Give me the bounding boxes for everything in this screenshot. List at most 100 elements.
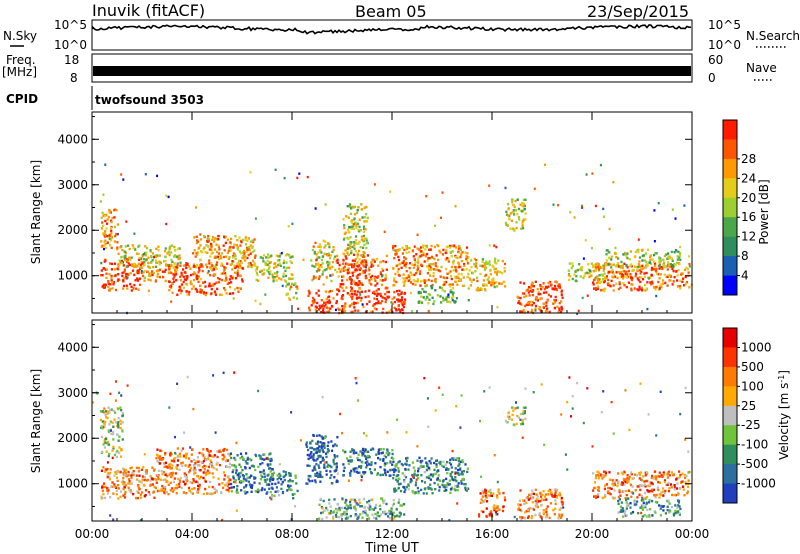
data-cell <box>207 234 210 238</box>
data-cell <box>198 269 201 272</box>
data-cell <box>538 307 541 310</box>
data-cell <box>546 299 550 302</box>
data-cell <box>521 499 525 502</box>
data-cell <box>382 459 385 462</box>
data-cell <box>476 289 479 292</box>
data-cell <box>678 262 681 266</box>
data-cell <box>200 264 203 267</box>
data-cell <box>401 246 404 249</box>
data-cell <box>438 489 441 492</box>
data-cell <box>137 470 141 473</box>
data-cell <box>436 294 439 297</box>
data-cell <box>474 270 477 273</box>
data-cell <box>237 477 240 481</box>
data-cell <box>351 245 354 249</box>
data-cell <box>188 265 191 268</box>
data-cell <box>398 289 401 292</box>
data-cell <box>156 459 159 463</box>
data-cell <box>377 275 380 278</box>
freq-tick-bottom: 8 <box>70 71 78 85</box>
data-cell <box>282 470 285 473</box>
data-cell <box>257 389 260 393</box>
data-cell <box>625 498 628 501</box>
data-cell <box>173 460 176 463</box>
data-cell <box>184 264 187 267</box>
data-cell <box>384 260 387 264</box>
data-cell <box>360 208 364 211</box>
data-cell <box>381 269 385 272</box>
data-cell <box>396 514 399 517</box>
data-cell <box>273 276 276 279</box>
data-cell <box>610 266 613 269</box>
data-cell <box>194 462 197 465</box>
data-cell <box>379 473 382 477</box>
data-cell <box>638 260 641 263</box>
data-cell <box>103 425 106 429</box>
data-cell <box>120 481 124 484</box>
data-cell <box>397 300 400 303</box>
data-cell <box>266 491 269 494</box>
data-cell <box>262 260 265 263</box>
data-cell <box>383 499 386 502</box>
data-cell <box>629 506 632 509</box>
data-cell <box>650 489 653 493</box>
data-cell <box>354 513 357 516</box>
data-cell <box>454 478 457 482</box>
data-cell <box>365 263 368 267</box>
data-cell <box>592 486 596 490</box>
data-cell <box>392 517 395 520</box>
data-cell <box>107 406 110 409</box>
data-cell <box>110 429 112 432</box>
data-cell <box>539 292 542 296</box>
data-cell <box>333 476 336 479</box>
data-cell <box>203 456 206 459</box>
data-cell <box>242 457 245 460</box>
data-cell <box>676 506 679 509</box>
data-cell <box>391 468 394 472</box>
data-cell <box>391 449 394 452</box>
data-cell <box>401 308 404 311</box>
data-cell <box>108 211 111 214</box>
data-cell <box>334 469 338 472</box>
data-cell <box>363 220 366 223</box>
data-cell <box>209 463 212 466</box>
data-cell <box>413 273 416 277</box>
data-cell <box>287 225 290 228</box>
data-cell <box>348 277 351 280</box>
data-cell <box>384 455 388 459</box>
data-cell <box>122 476 125 480</box>
data-cell <box>453 299 456 303</box>
data-cell <box>407 279 410 282</box>
data-cell <box>519 503 522 507</box>
data-cell <box>223 447 226 451</box>
data-cell <box>198 451 201 455</box>
colorbar-swatch <box>723 236 737 257</box>
data-cell <box>672 265 675 268</box>
data-cell <box>612 272 615 275</box>
data-cell <box>251 239 254 242</box>
data-cell <box>668 511 671 514</box>
data-cell <box>599 163 602 167</box>
data-cell <box>659 514 662 517</box>
data-cell <box>227 475 230 478</box>
data-cell <box>416 278 419 281</box>
data-cell <box>229 452 232 455</box>
data-cell <box>536 299 539 302</box>
data-cell <box>197 475 200 478</box>
data-cell <box>374 284 377 287</box>
data-cell <box>330 449 334 452</box>
data-cell <box>267 253 270 256</box>
data-cell <box>212 455 215 458</box>
data-cell <box>276 270 279 274</box>
data-cell <box>543 288 547 291</box>
data-cell <box>385 451 388 455</box>
data-cell <box>555 288 559 292</box>
data-cell <box>675 478 678 481</box>
data-cell <box>294 282 297 285</box>
data-cell <box>617 287 620 291</box>
data-cell <box>428 459 431 463</box>
data-cell <box>143 276 146 279</box>
data-cell <box>261 457 264 461</box>
nsky-frame <box>91 19 693 51</box>
data-cell <box>495 513 498 516</box>
